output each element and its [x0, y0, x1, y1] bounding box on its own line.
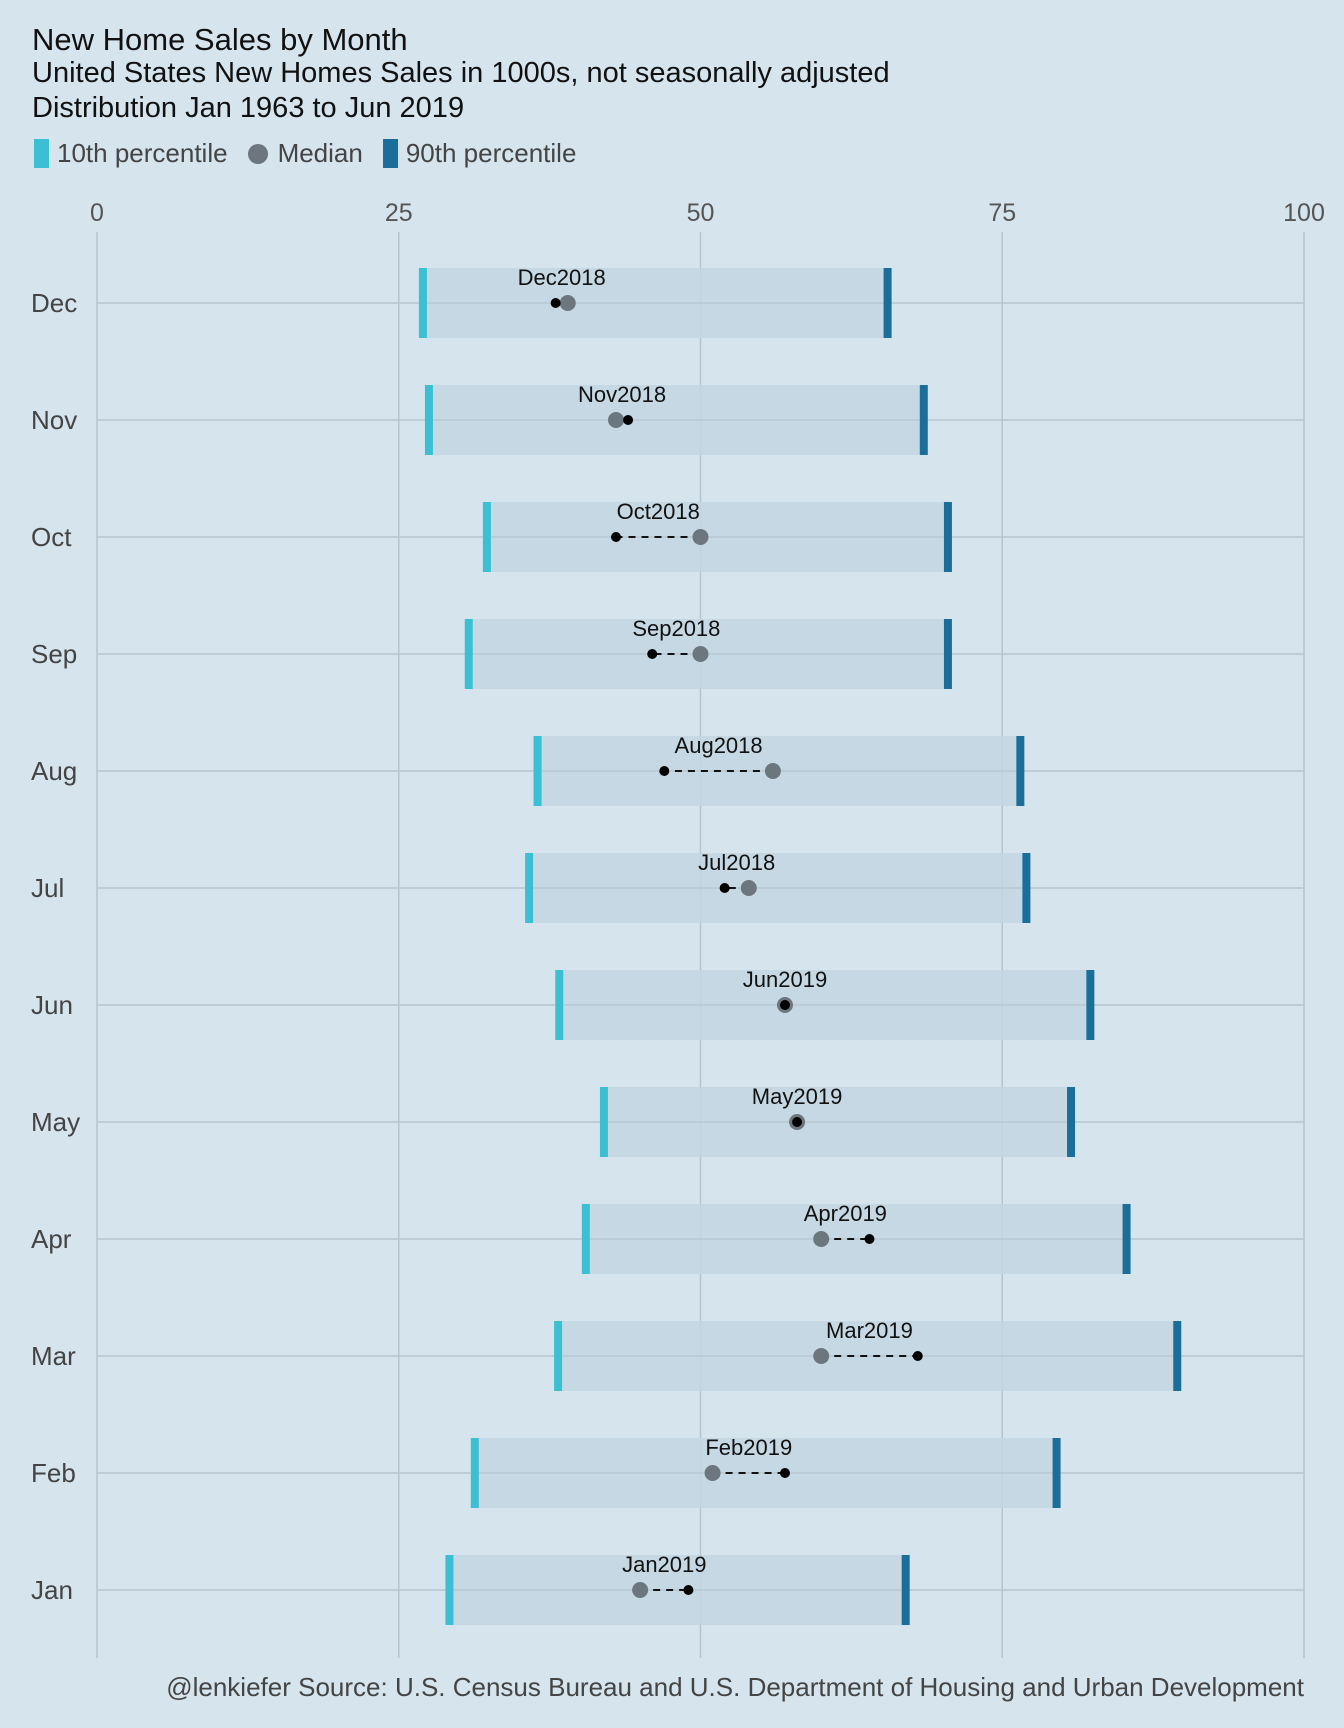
p10-marker — [482, 502, 491, 572]
legend-label-p90: 90th percentile — [405, 138, 577, 168]
chart-subtitle: United States New Homes Sales in 1000s, … — [32, 57, 890, 89]
recent-label: Dec2018 — [518, 265, 606, 290]
y-tick-label: Apr — [31, 1224, 72, 1254]
median-point — [692, 529, 709, 545]
recent-point — [623, 415, 634, 425]
recent-point — [912, 1351, 923, 1361]
p90-marker — [1067, 1087, 1076, 1157]
recent-point — [683, 1585, 694, 1595]
recent-point — [611, 532, 622, 542]
recent-label: Mar2019 — [826, 1318, 913, 1343]
y-tick-label: Mar — [31, 1341, 76, 1371]
p10-marker — [424, 385, 433, 455]
p90-marker — [1022, 853, 1031, 923]
recent-label: Jan2019 — [622, 1552, 706, 1577]
recent-label: Jun2019 — [743, 967, 827, 992]
p90-marker — [919, 385, 928, 455]
y-tick-label: Jul — [31, 873, 64, 903]
legend-label-median: Median — [277, 138, 363, 168]
recent-point — [779, 1468, 790, 1478]
median-point — [740, 880, 757, 896]
p10-marker — [525, 853, 534, 923]
legend-key-p10 — [34, 139, 49, 168]
legend-item-p90: 90th percentile — [382, 138, 577, 169]
y-tick-label: May — [31, 1107, 80, 1137]
chart-title: New Home Sales by Month — [32, 22, 408, 57]
y-tick-label: Jan — [31, 1575, 73, 1605]
p90-marker — [901, 1555, 910, 1625]
recent-label: Sep2018 — [632, 616, 720, 641]
p10-marker — [418, 268, 427, 338]
chart-caption: @lenkiefer Source: U.S. Census Bureau an… — [166, 1672, 1304, 1702]
recent-label: Oct2018 — [617, 499, 700, 524]
legend-key-p90 — [382, 139, 398, 168]
p90-marker — [1016, 736, 1025, 806]
chart-subtitle-range: Distribution Jan 1963 to Jun 2019 — [32, 92, 465, 124]
x-tick-label: 50 — [687, 199, 715, 227]
recent-label: Jul2018 — [698, 850, 775, 875]
p90-marker — [1052, 1438, 1061, 1508]
p10-marker — [555, 970, 564, 1040]
p10-marker — [599, 1087, 608, 1157]
recent-label: Nov2018 — [578, 382, 666, 407]
x-tick-label: 100 — [1283, 199, 1325, 227]
median-point — [692, 646, 709, 662]
p90-marker — [1086, 970, 1095, 1040]
median-point — [813, 1348, 830, 1364]
p10-marker — [445, 1555, 454, 1625]
recent-label: Aug2018 — [675, 733, 763, 758]
recent-label: Apr2019 — [804, 1201, 887, 1226]
recent-point — [792, 1117, 803, 1127]
median-point — [813, 1231, 830, 1247]
p90-marker — [1173, 1321, 1182, 1391]
y-tick-label: Jun — [31, 990, 73, 1020]
p90-marker — [943, 502, 952, 572]
recent-point — [647, 649, 658, 659]
legend-label-p10: 10th percentile — [57, 138, 228, 168]
y-tick-label: Aug — [31, 756, 77, 786]
median-point — [608, 412, 625, 428]
p90-marker — [1122, 1204, 1131, 1274]
legend: 10th percentile Median 90th percentile — [34, 138, 596, 169]
p10-marker — [464, 619, 473, 689]
p10-marker — [554, 1321, 563, 1391]
y-tick-label: Oct — [31, 522, 72, 552]
recent-label: Feb2019 — [705, 1435, 792, 1460]
y-tick-label: Feb — [31, 1458, 76, 1488]
legend-item-p10: 10th percentile — [34, 138, 228, 169]
y-tick-label: Dec — [31, 288, 77, 318]
p10-marker — [470, 1438, 479, 1508]
p90-marker — [883, 268, 892, 338]
legend-item-median: Median — [247, 138, 363, 169]
x-tick-label: 25 — [385, 199, 413, 227]
p10-marker — [581, 1204, 590, 1274]
median-point — [632, 1582, 649, 1598]
median-point — [559, 295, 576, 311]
median-point — [764, 763, 781, 779]
x-tick-label: 0 — [90, 199, 104, 227]
p10-marker — [533, 736, 542, 806]
median-point — [704, 1465, 721, 1481]
y-tick-label: Sep — [31, 639, 77, 669]
x-tick-label: 75 — [988, 199, 1016, 227]
recent-point — [779, 1000, 790, 1010]
y-tick-label: Nov — [31, 405, 77, 435]
legend-key-median — [247, 143, 268, 164]
p90-marker — [943, 619, 952, 689]
recent-point — [864, 1234, 875, 1244]
recent-point — [659, 766, 670, 776]
recent-point — [719, 883, 730, 893]
recent-point — [550, 298, 561, 308]
recent-label: May2019 — [752, 1084, 843, 1109]
